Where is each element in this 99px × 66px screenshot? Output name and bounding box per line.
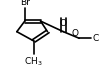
Text: Br: Br <box>20 0 30 7</box>
Text: CH$_3$: CH$_3$ <box>24 55 43 66</box>
Text: CH$_3$: CH$_3$ <box>92 32 99 45</box>
Text: O: O <box>71 29 78 38</box>
Text: O: O <box>60 19 67 28</box>
